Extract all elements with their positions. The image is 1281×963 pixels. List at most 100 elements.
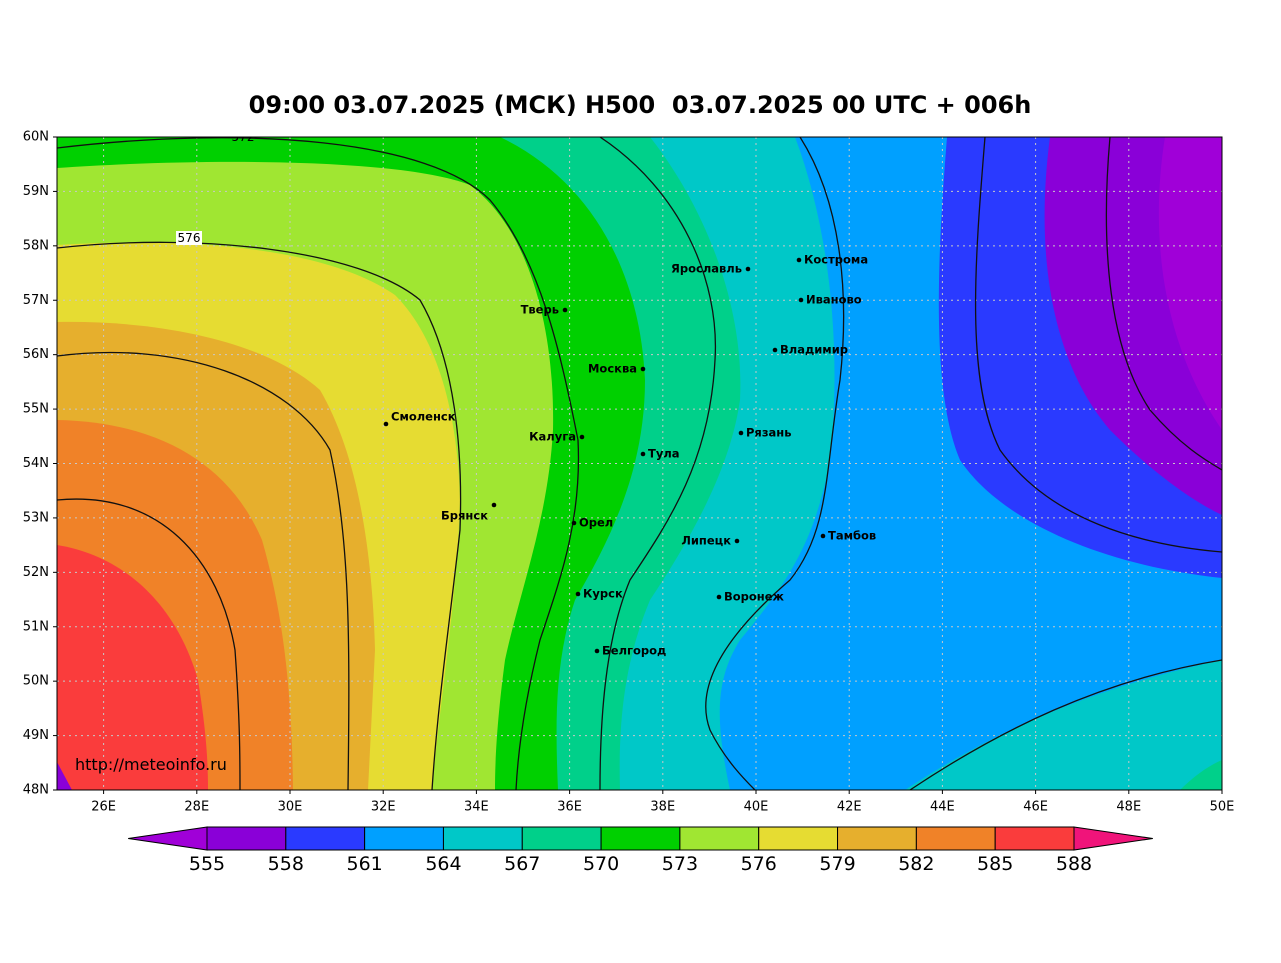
map-title: 09:00 03.07.2025 (МСК) H500 03.07.2025 0…	[249, 91, 1032, 119]
city-label: Тамбов	[828, 529, 876, 543]
axes: 60N 59N 58N 57N 56N 55N 54N 53N 52N 51N 50N 49N 48N 2…	[23, 130, 1235, 815]
colorbar-extend	[1073, 826, 1153, 851]
city-label: Москва	[588, 362, 637, 376]
x-tick-label: 50E	[1210, 800, 1235, 815]
city-dot	[820, 533, 826, 539]
city-label: Воронеж	[724, 590, 785, 604]
city-label: Кострома	[804, 253, 868, 267]
city-dot	[575, 591, 581, 597]
colorbar-label: 588	[1056, 853, 1092, 875]
colorbar-swatch	[915, 826, 996, 851]
colorbar-swatch	[206, 826, 287, 851]
city-label: Рязань	[746, 426, 791, 440]
grid	[57, 137, 1222, 790]
colorbar-label: 579	[819, 853, 855, 875]
x-tick-label: 34E	[464, 800, 489, 815]
x-tick-label: 32E	[371, 800, 396, 815]
watermark: http://meteoinfo.ru	[75, 755, 227, 774]
field	[57, 762, 72, 790]
city-label: Владимир	[780, 343, 848, 357]
colorbar-label: 564	[425, 853, 461, 875]
city-dot	[383, 421, 389, 427]
city-label: Курск	[583, 587, 623, 601]
city-label: Тверь	[521, 303, 559, 317]
x-tick-label: 36E	[557, 800, 582, 815]
city-label: Ярославль	[671, 262, 742, 276]
y-tick-label: 53N	[23, 510, 49, 525]
contour-label-bg	[176, 231, 202, 245]
city-dot	[640, 451, 646, 457]
city-dot	[579, 434, 585, 440]
y-tick-label: 55N	[23, 402, 49, 417]
colorbar-label: 561	[347, 853, 383, 875]
colorbar-swatch	[758, 826, 839, 851]
y-tick-label: 56N	[23, 347, 49, 362]
city-label: Калуга	[529, 430, 576, 444]
colorbar-swatch	[442, 826, 523, 851]
cities: Ярославль Кострома Иваново Тверь Владимир Мос…	[383, 253, 876, 658]
contour	[57, 498, 241, 790]
city-label: Тула	[648, 447, 680, 461]
colorbar-swatch	[679, 826, 760, 851]
city-label: Липецк	[681, 534, 731, 548]
city-dot	[571, 520, 577, 526]
colorbar-label: 582	[898, 853, 934, 875]
colorbar: 555 558 561 564 567 570 573 576 579 582 585 588	[128, 826, 1153, 875]
map-area: 572 576 Ярославль Кострома Иваново Тверь Вла…	[57, 130, 1222, 790]
field	[1180, 760, 1222, 790]
colorbar-swatch	[521, 826, 602, 851]
colorbar-swatch	[600, 826, 681, 851]
x-tick-label: 28E	[184, 800, 209, 815]
city-dot	[716, 594, 722, 600]
contour-label: 572	[232, 130, 255, 144]
x-tick-label: 44E	[930, 800, 955, 815]
field	[905, 660, 1222, 790]
city-dot	[562, 307, 568, 313]
contour-label: 576	[178, 231, 201, 245]
contour	[57, 351, 350, 790]
colorbar-label: 570	[583, 853, 619, 875]
city-dot	[738, 430, 744, 436]
contour	[1105, 137, 1222, 471]
colorbar-label: 555	[189, 853, 225, 875]
city-dot	[745, 266, 751, 272]
city-label: Орел	[579, 516, 613, 530]
city-label: Смоленск	[391, 410, 456, 424]
city-dot	[796, 257, 802, 263]
y-tick-label: 54N	[23, 456, 49, 471]
city-dot	[594, 648, 600, 654]
y-tick-label: 57N	[23, 293, 49, 308]
contour	[599, 137, 717, 790]
x-tick-label: 38E	[650, 800, 675, 815]
colorbar-label: 558	[268, 853, 304, 875]
colorbar-extend	[128, 826, 208, 851]
colorbar-label: 585	[977, 853, 1013, 875]
x-tick-label: 40E	[744, 800, 769, 815]
field	[1158, 137, 1222, 430]
city-dot	[798, 297, 804, 303]
colorbar-label: 567	[504, 853, 540, 875]
contour	[57, 137, 580, 790]
city-dot	[772, 347, 778, 353]
city-label: Иваново	[806, 293, 862, 307]
colorbar-swatch	[994, 826, 1075, 851]
colorbar-swatch	[285, 826, 366, 851]
y-tick-label: 59N	[23, 184, 49, 199]
y-tick-label: 51N	[23, 619, 49, 634]
y-tick-label: 60N	[23, 130, 49, 145]
field	[57, 545, 208, 790]
y-tick-label: 50N	[23, 674, 49, 689]
contour	[57, 241, 462, 790]
y-tick-label: 58N	[23, 238, 49, 253]
colorbar-label: 576	[741, 853, 777, 875]
y-tick-label: 49N	[23, 728, 49, 743]
colorbar-label: 573	[662, 853, 698, 875]
city-label: Белгород	[602, 644, 666, 658]
contour	[909, 659, 1222, 790]
colorbar-swatch	[837, 826, 917, 851]
x-tick-label: 30E	[278, 800, 303, 815]
x-tick-label: 26E	[91, 800, 116, 815]
contour	[705, 137, 845, 790]
contour	[974, 137, 1222, 553]
